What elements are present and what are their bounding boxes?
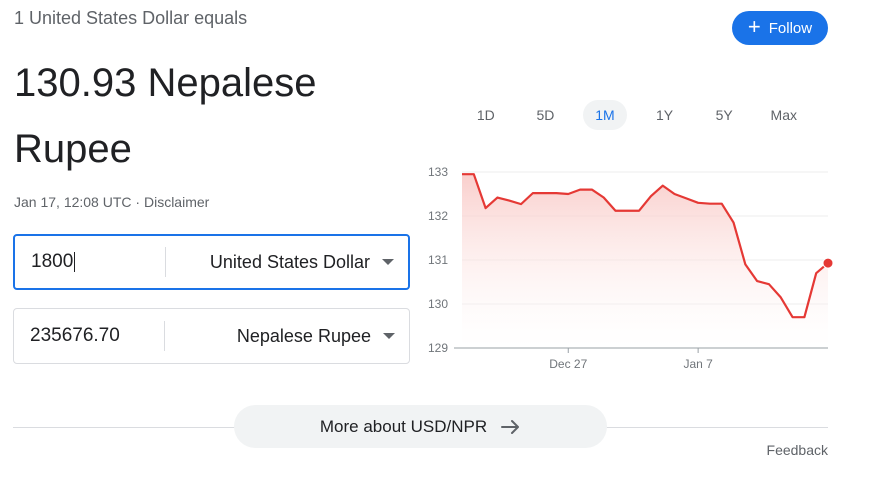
arrow-right-icon xyxy=(501,419,520,434)
plus-icon: + xyxy=(747,14,761,39)
text-cursor xyxy=(74,251,76,272)
follow-button[interactable]: + Follow xyxy=(732,11,828,45)
equals-label: 1 United States Dollar equals xyxy=(14,8,248,28)
range-tabs: 1D 5D 1M 1Y 5Y Max xyxy=(456,100,814,130)
to-currency-label: Nepalese Rupee xyxy=(236,325,371,346)
from-amount-input[interactable]: 1800 xyxy=(31,251,76,272)
to-currency-select[interactable]: Nepalese Rupee xyxy=(165,326,409,347)
disclaimer-link[interactable]: Disclaimer xyxy=(143,194,210,210)
current-value-point xyxy=(822,257,834,269)
range-tab-1d[interactable]: 1D xyxy=(476,107,495,123)
y-tick-label: 129 xyxy=(428,341,448,355)
range-tab-5y[interactable]: 5Y xyxy=(715,107,733,123)
rate-timestamp: Jan 17, 12:08 UTC · Disclaimer xyxy=(14,194,209,210)
follow-label: Follow xyxy=(768,19,813,37)
more-about-label: More about USD/NPR xyxy=(319,416,488,436)
from-divider xyxy=(165,247,166,277)
timestamp-text: Jan 17, 12:08 UTC xyxy=(14,194,132,210)
from-converter-box[interactable]: 1800 United States Dollar xyxy=(13,234,410,290)
chevron-down-icon xyxy=(382,259,394,265)
range-tab-1y[interactable]: 1Y xyxy=(656,107,674,123)
to-amount-input[interactable]: 235676.70 xyxy=(30,325,120,346)
to-divider xyxy=(164,321,165,351)
x-tick-label: Dec 27 xyxy=(549,357,587,371)
y-tick-label: 133 xyxy=(428,165,448,179)
exchange-rate-value: 130.93 Nepalese Rupee xyxy=(14,61,317,171)
range-tab-5d[interactable]: 5D xyxy=(536,107,555,123)
feedback-link[interactable]: Feedback xyxy=(766,442,828,458)
x-tick-label: Jan 7 xyxy=(683,357,713,371)
to-converter-box[interactable]: 235676.70 Nepalese Rupee xyxy=(13,308,410,364)
range-tab-max[interactable]: Max xyxy=(770,107,797,123)
y-tick-label: 130 xyxy=(428,297,448,311)
more-about-button[interactable]: More about USD/NPR xyxy=(234,405,607,448)
series-line xyxy=(462,173,829,319)
y-tick-label: 131 xyxy=(428,253,448,267)
range-tab-1m[interactable]: 1M xyxy=(582,100,627,130)
from-currency-select[interactable]: United States Dollar xyxy=(166,252,408,273)
y-tick-label: 132 xyxy=(428,209,448,223)
timestamp-separator: · xyxy=(131,194,144,210)
chevron-down-icon xyxy=(383,333,395,339)
area-fill xyxy=(462,174,828,348)
exchange-rate-chart: 129 130 131 132 133 Dec 27 Jan 7 xyxy=(428,165,834,371)
from-currency-label: United States Dollar xyxy=(209,251,370,272)
